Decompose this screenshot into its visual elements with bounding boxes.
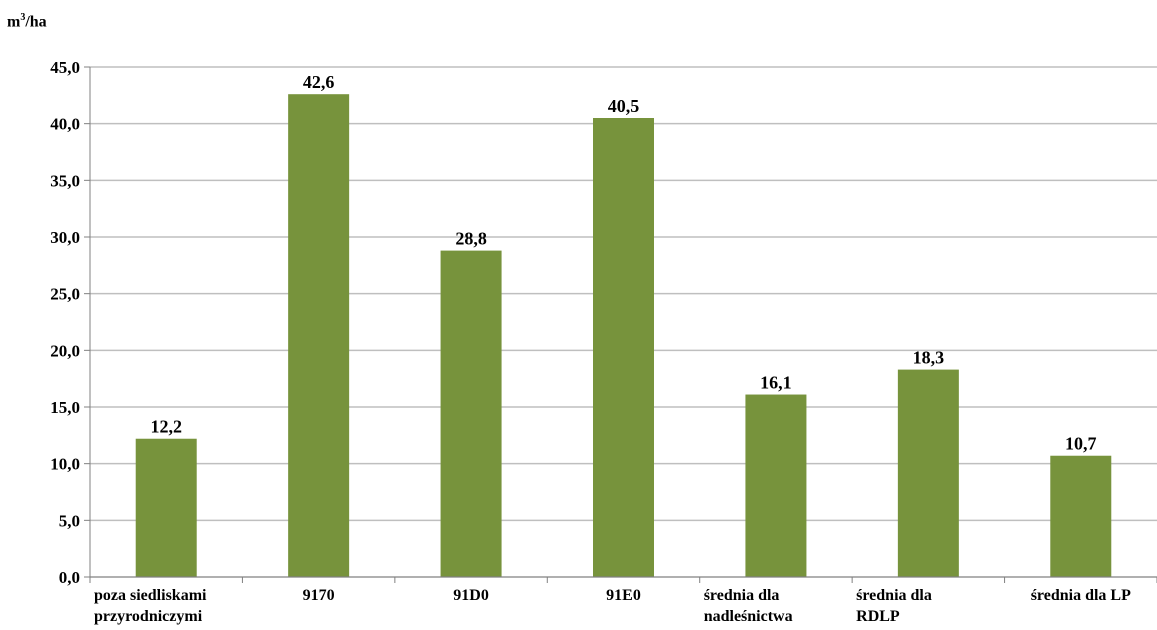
- data-label: 40,5: [608, 96, 640, 116]
- x-tick-label: 91E0: [606, 587, 641, 604]
- y-tick-label: 30,0: [50, 228, 80, 247]
- bar: [440, 250, 502, 577]
- y-tick-label: 20,0: [50, 341, 80, 360]
- x-tick-label: średnia dla: [704, 587, 780, 604]
- x-tick-label: nadleśnictwa: [704, 608, 793, 625]
- y-tick-label: 35,0: [50, 171, 80, 190]
- y-tick-label: 40,0: [50, 115, 80, 134]
- x-tick-label: poza siedliskami: [94, 587, 207, 604]
- bar: [135, 438, 197, 577]
- y-axis-unit-label: m3/ha: [7, 12, 47, 31]
- x-tick-label: średnia dla: [856, 587, 932, 604]
- bar: [593, 118, 654, 577]
- y-tick-label: 5,0: [59, 511, 80, 530]
- bar: [288, 94, 350, 577]
- bar: [745, 394, 807, 577]
- bar: [1050, 455, 1112, 577]
- x-tick-label: przyrodniczymi: [94, 608, 203, 625]
- x-tick-label: 91D0: [453, 587, 489, 604]
- y-tick-label: 15,0: [50, 398, 80, 417]
- data-label: 16,1: [760, 373, 792, 393]
- y-tick-label: 10,0: [50, 455, 80, 474]
- data-label: 12,2: [150, 417, 182, 437]
- y-tick-label: 25,0: [50, 285, 80, 304]
- data-label: 18,3: [913, 348, 945, 368]
- y-tick-label: 45,0: [50, 58, 80, 77]
- data-label: 10,7: [1065, 434, 1097, 454]
- x-tick-label: 9170: [303, 587, 335, 604]
- x-tick-label: średnia dla LP: [1031, 587, 1131, 604]
- y-tick-label: 0,0: [59, 568, 80, 587]
- x-tick-label: RDLP: [856, 608, 900, 625]
- bar: [897, 369, 959, 577]
- data-label: 42,6: [303, 72, 335, 92]
- data-label: 28,8: [455, 229, 487, 249]
